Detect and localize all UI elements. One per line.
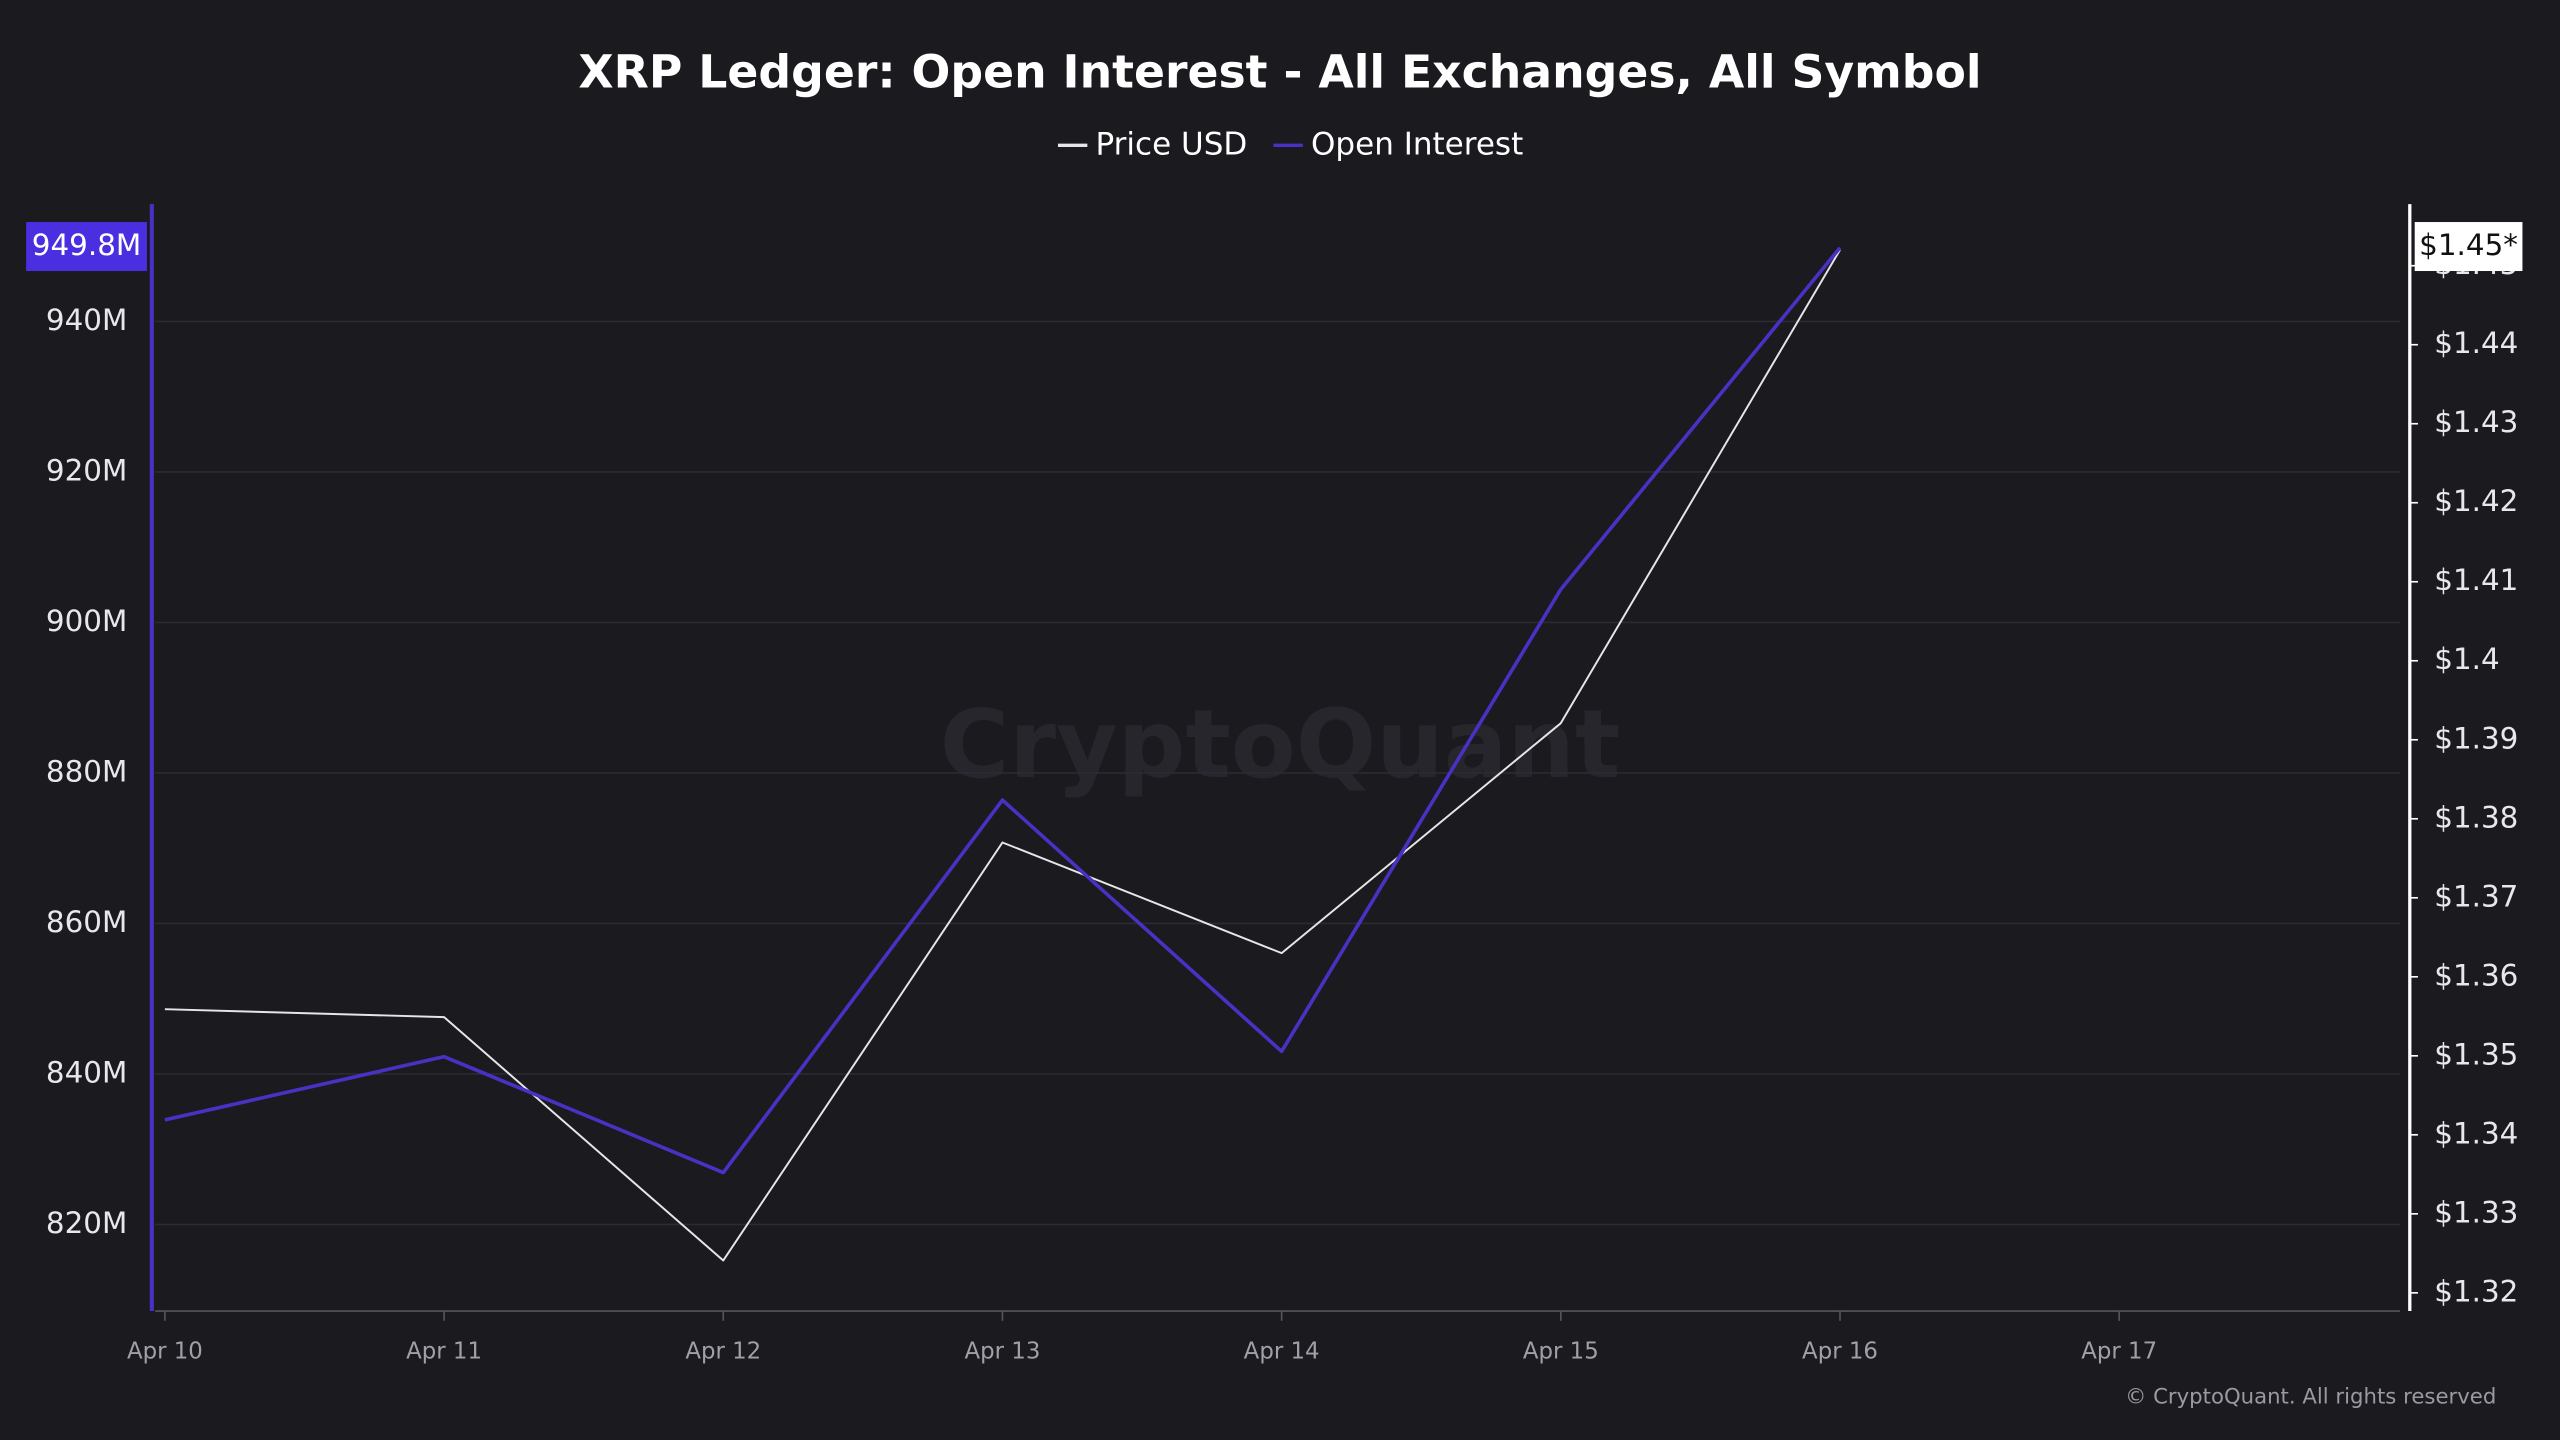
- footer: © CryptoQuant. All rights reserved: [2125, 1385, 2496, 1410]
- y2-tick-label: $1.42: [2434, 484, 2518, 518]
- value-label: $1.45*: [2419, 228, 2518, 262]
- series-line: [164, 246, 1842, 1175]
- legend-label: Open Interest: [1311, 126, 1523, 162]
- x-tick-label: Apr 16: [1802, 1338, 1878, 1364]
- legend-label: Price USD: [1096, 126, 1248, 162]
- y-tick-label: 880M: [46, 754, 127, 788]
- x-tick-label: Apr 13: [965, 1338, 1041, 1364]
- y-tick-label: 940M: [46, 303, 127, 337]
- y2-tick-label: $1.43: [2434, 405, 2518, 439]
- x-tick-label: Apr 10: [127, 1338, 203, 1364]
- y2-tick-label: $1.37: [2434, 879, 2518, 913]
- series-line: [164, 249, 1841, 1262]
- y2-tick-label: $1.34: [2434, 1116, 2518, 1150]
- y2-tick-label: $1.33: [2434, 1195, 2518, 1229]
- x-tick-label: Apr 12: [685, 1338, 761, 1364]
- x-tick-label: Apr 15: [1523, 1338, 1599, 1364]
- x-tick-label: Apr 11: [406, 1338, 482, 1364]
- y2-tick-label: $1.4: [2434, 642, 2499, 676]
- chart-title: XRP Ledger: Open Interest - All Exchange…: [578, 46, 1981, 99]
- y2-tick-label: $1.36: [2434, 958, 2518, 992]
- y2-tick-label: $1.32: [2434, 1274, 2518, 1308]
- value-label-box: [2414, 222, 2523, 272]
- value-label: 949.8M: [32, 228, 141, 262]
- y2-tick-label: $1.35: [2434, 1037, 2518, 1071]
- y2-tick-label: $1.38: [2434, 800, 2518, 834]
- y2-tick-label: $1.44: [2434, 326, 2518, 360]
- y-tick-label: 840M: [46, 1055, 127, 1089]
- x-tick-label: Apr 17: [2081, 1338, 2157, 1364]
- y-tick-label: 860M: [46, 905, 127, 939]
- value-label-box: [26, 222, 147, 272]
- y-tick-label: 820M: [46, 1206, 127, 1240]
- x-tick-label: Apr 14: [1244, 1338, 1320, 1364]
- watermark: CryptoQuant: [940, 690, 1620, 800]
- y2-tick-label: $1.41: [2434, 563, 2518, 597]
- y-tick-label: 900M: [46, 604, 127, 638]
- y-tick-label: 920M: [46, 453, 127, 487]
- y2-tick-label: $1.39: [2434, 721, 2518, 755]
